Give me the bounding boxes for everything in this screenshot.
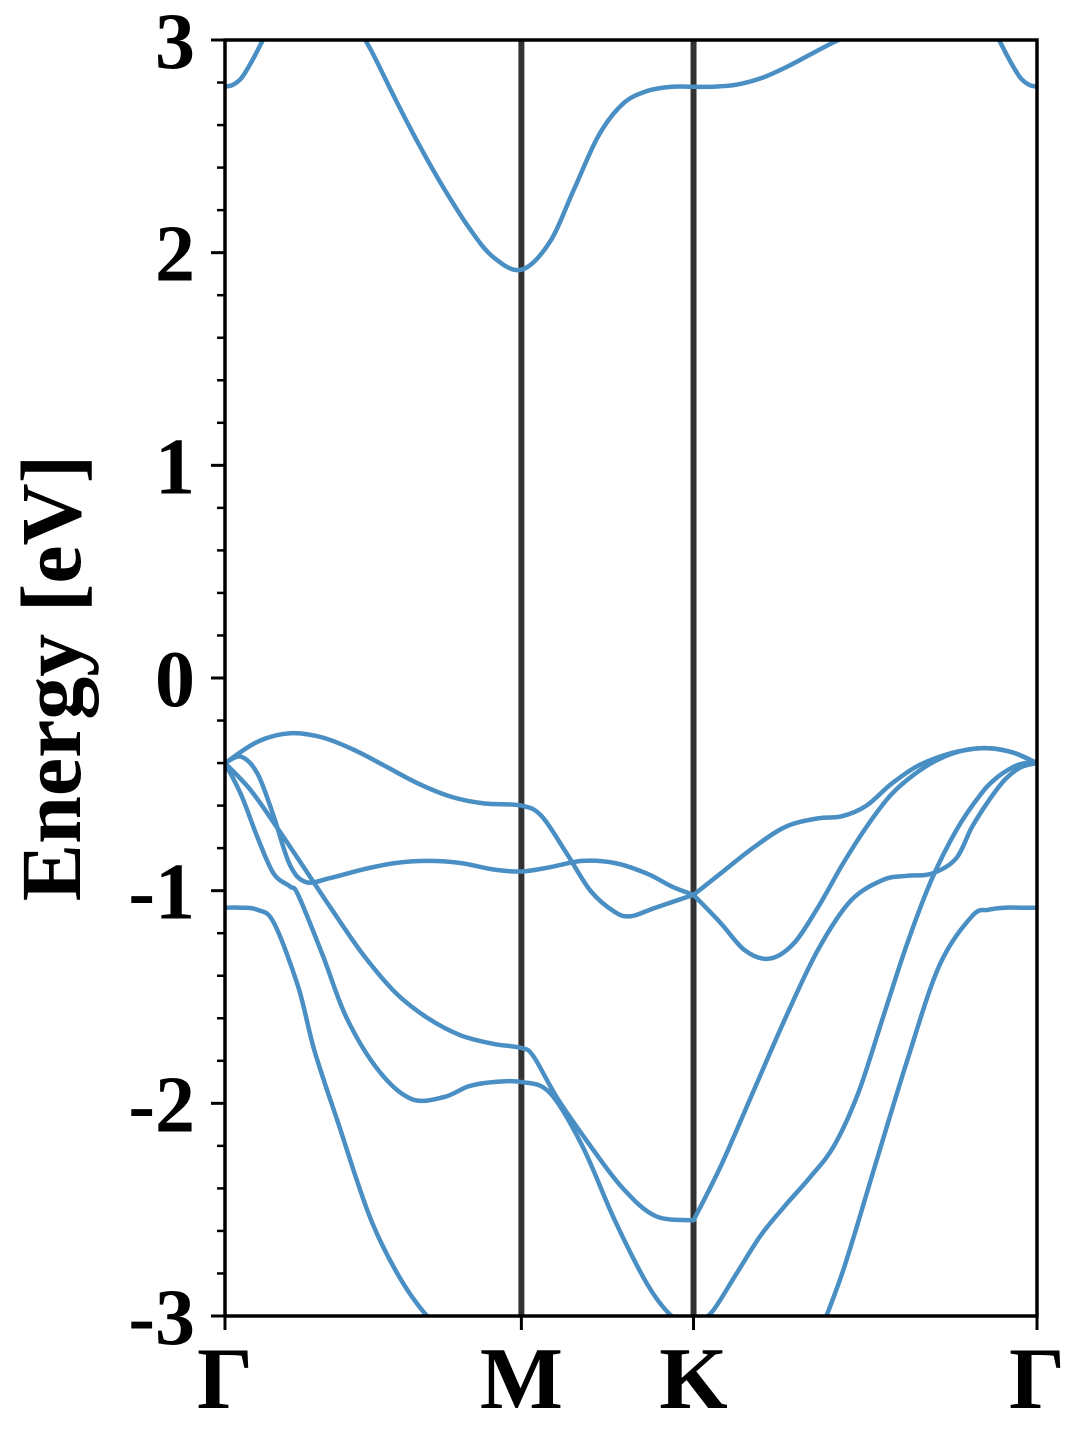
plot-frame [223,38,1039,1318]
x-tick-label: M [480,1331,563,1428]
y-tick-label: 2 [155,211,195,299]
band-line-10 [225,40,266,90]
x-tick-label: Γ [197,1331,253,1428]
band-line-11 [362,40,845,273]
ticks [211,38,1039,1330]
band-line-2 [225,760,696,1223]
band-line-5 [691,745,1037,898]
y-tick-label: -3 [128,1274,195,1362]
band-line-9 [824,905,1037,1316]
band-line-1 [225,760,676,1316]
tick-labels: -3 -2 -1 0 1 2 3 Γ M K Γ [128,0,1065,1428]
y-tick-label: 1 [155,423,195,511]
band-line-7 [691,760,1037,1223]
band-line-8 [704,760,1037,1316]
band-line-3 [225,754,696,898]
y-tick-label: 0 [155,636,195,724]
y-axis-title: Energy [eV] [3,455,99,902]
y-tick-label: -1 [128,849,195,937]
band-line-4 [225,730,696,919]
y-tick-label: -2 [128,1061,195,1149]
kpath-lines [518,40,697,1316]
band-line-12 [996,40,1037,90]
band-line-0 [225,905,430,1316]
x-tick-label: K [659,1331,727,1428]
y-tick-label: 3 [155,0,195,86]
band-line-6 [691,745,1037,962]
x-tick-label: Γ [1009,1331,1065,1428]
axes [223,38,1039,1318]
bands [225,40,1037,1316]
